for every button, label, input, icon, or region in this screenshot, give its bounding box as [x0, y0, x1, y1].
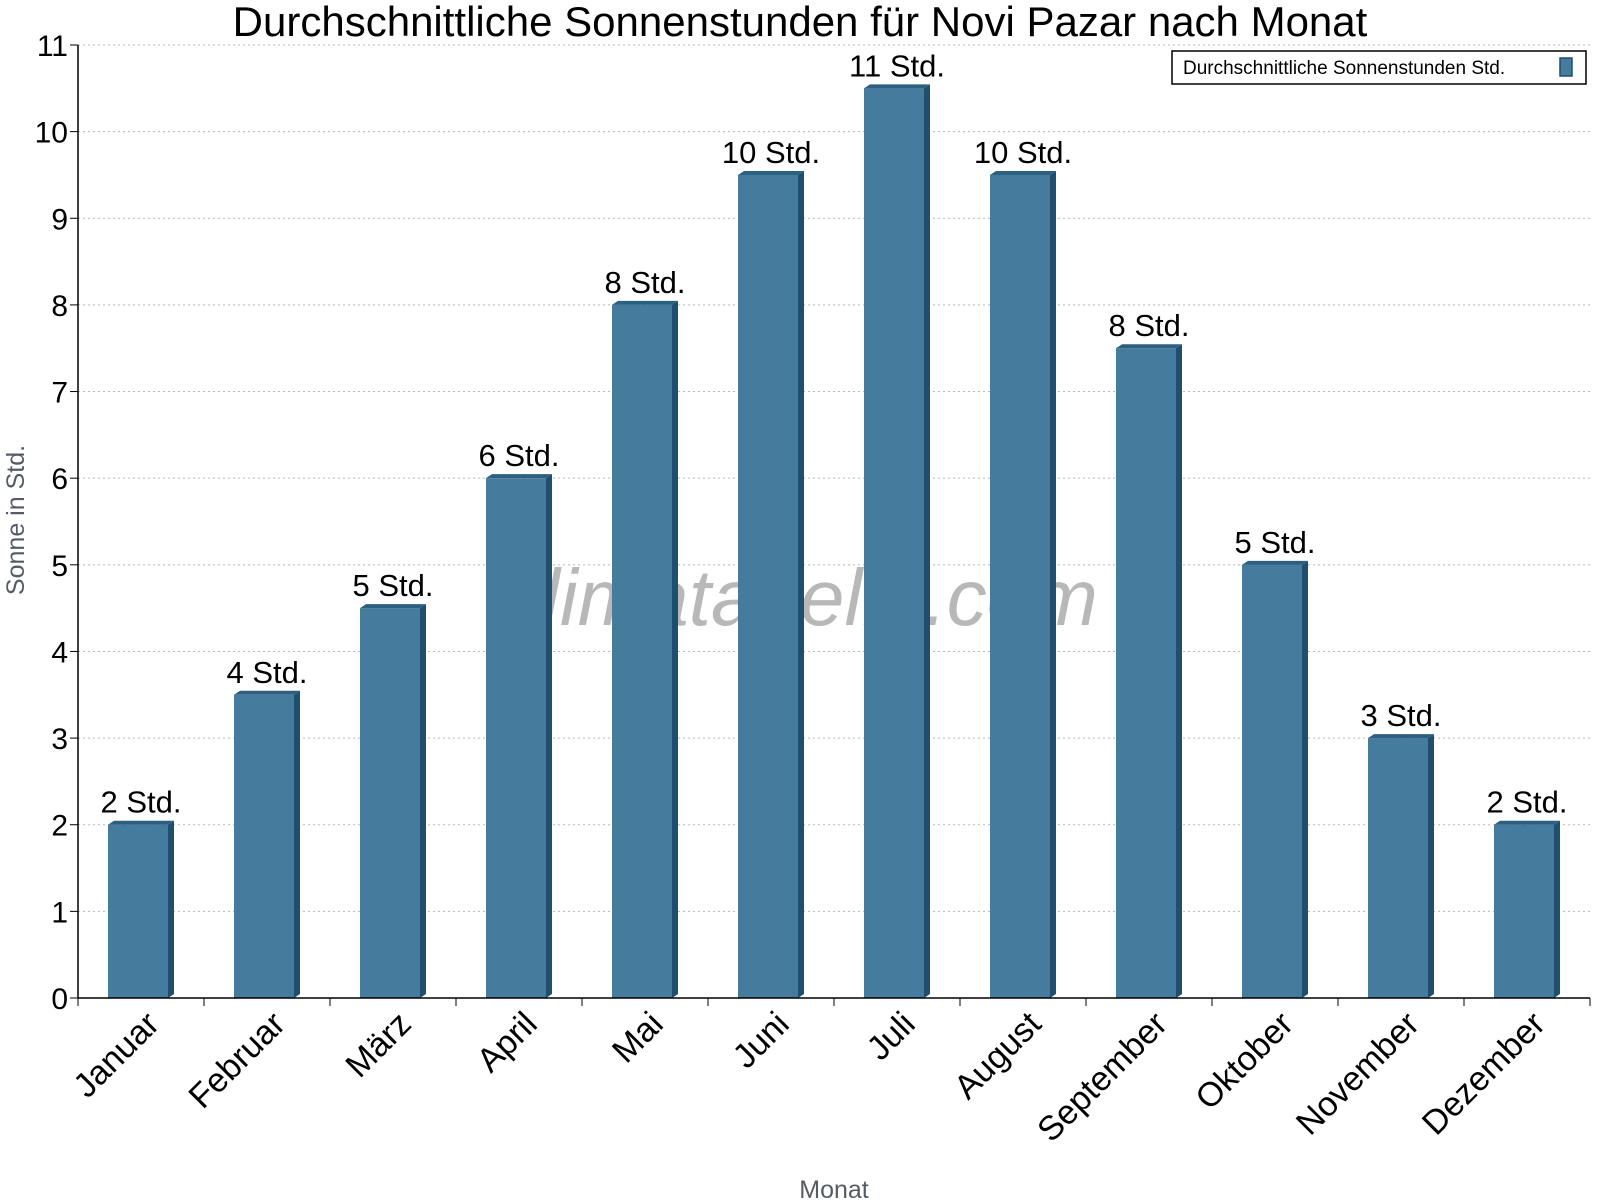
gridlines — [78, 44, 1590, 912]
bar-juli — [864, 84, 930, 999]
bar-front — [864, 88, 924, 999]
bar-september — [1116, 344, 1182, 998]
bar-front — [990, 174, 1050, 999]
y-tick-label: 4 — [51, 636, 68, 669]
bar-top — [1494, 820, 1560, 825]
legend: Durchschnittliche Sonnenstunden Std. — [1171, 50, 1587, 85]
x-tick-label: Januar — [66, 1005, 166, 1105]
chart-title: Durchschnittliche Sonnenstunden für Novi… — [233, 0, 1368, 45]
bar-top — [234, 690, 300, 695]
x-tick-label: Juni — [726, 1005, 797, 1076]
x-tick-label: Mai — [605, 1005, 671, 1071]
x-tick-label: April — [470, 1005, 545, 1080]
y-tick-label: 9 — [51, 203, 68, 236]
bar-top — [1368, 734, 1434, 739]
legend-swatch — [1559, 57, 1573, 77]
data-label: 2 Std. — [1487, 785, 1568, 820]
y-tick-label: 3 — [51, 723, 68, 756]
data-label: 5 Std. — [353, 568, 434, 603]
bar-april — [486, 474, 552, 998]
y-tick-label: 1 — [51, 896, 68, 929]
data-labels: 2 Std. 4 Std. 5 Std. 6 Std. 8 Std. 10 Std. 11 … — [101, 48, 1568, 819]
y-tick-label: 7 — [51, 377, 68, 410]
y-tick-label: 8 — [51, 290, 68, 323]
bar-front — [234, 694, 294, 998]
bar-top — [108, 820, 174, 825]
bar-front — [1494, 824, 1554, 998]
bar-front — [108, 824, 168, 998]
bar-februar — [234, 690, 300, 998]
data-label: 3 Std. — [1361, 698, 1442, 733]
bar-januar — [108, 820, 174, 998]
x-tick-label: Juli — [860, 1005, 923, 1068]
x-tick-label: September — [1030, 1005, 1174, 1149]
y-axis-label: Sonne in Std. — [2, 445, 30, 595]
x-tick-label: Oktober — [1188, 1005, 1300, 1117]
y-tick-labels: 0 1 2 3 4 5 6 7 8 9 10 11 — [35, 30, 68, 1016]
bar-side — [1428, 734, 1434, 998]
bar-side — [546, 474, 552, 998]
bar-front — [1116, 348, 1176, 998]
bar-top — [864, 84, 930, 89]
data-label: 8 Std. — [605, 265, 686, 300]
bar-side — [924, 84, 930, 999]
bar-front — [486, 478, 546, 998]
bar-front — [738, 174, 798, 999]
bar-side — [1176, 344, 1182, 998]
bar-top — [990, 170, 1056, 175]
bar-side — [798, 170, 804, 999]
bar-dezember — [1494, 820, 1560, 998]
bar-top — [612, 300, 678, 305]
bars — [108, 84, 1560, 999]
y-tick-label: 2 — [51, 810, 68, 843]
x-tick-label: August — [947, 1004, 1049, 1106]
bar-top — [486, 474, 552, 479]
bar-november — [1368, 734, 1434, 998]
data-label: 10 Std. — [974, 135, 1072, 170]
legend-box — [1171, 50, 1587, 85]
bar-side — [1302, 560, 1308, 998]
bar-top — [1242, 560, 1308, 565]
bar-front — [612, 304, 672, 999]
bar-oktober — [1242, 560, 1308, 998]
data-label: 10 Std. — [722, 135, 820, 170]
data-label: 11 Std. — [849, 48, 945, 83]
y-tick-label: 10 — [35, 117, 68, 150]
bar-top — [1116, 344, 1182, 349]
bar-side — [294, 690, 300, 998]
bar-side — [1554, 820, 1560, 998]
data-label: 6 Std. — [479, 438, 560, 473]
bar-side — [672, 300, 678, 999]
bar-mai — [612, 300, 678, 999]
data-label: 8 Std. — [1109, 308, 1190, 343]
y-tick-label: 11 — [37, 30, 68, 63]
x-axis-label: Monat — [799, 1176, 869, 1200]
x-tick-label: Dezember — [1415, 1005, 1553, 1143]
y-tick-label: 5 — [51, 550, 68, 583]
x-tick-labels: Januar Februar März April Mai Juni Juli AugustS… — [66, 1004, 1552, 1149]
legend-entry-label: Durchschnittliche Sonnenstunden Std. — [1183, 58, 1505, 79]
bar-top — [738, 170, 804, 175]
bar-side — [420, 604, 426, 998]
axes — [70, 44, 1591, 1006]
x-tick-label: März — [338, 1005, 418, 1085]
bar-märz — [360, 604, 426, 998]
bar-front — [1242, 564, 1302, 998]
bar-juni — [738, 170, 804, 999]
data-label: 5 Std. — [1235, 525, 1316, 560]
bar-august — [990, 170, 1056, 999]
bar-front — [360, 608, 420, 998]
x-tick-label: Februar — [182, 1005, 293, 1116]
data-label: 2 Std. — [101, 785, 182, 820]
y-tick-label: 0 — [51, 983, 68, 1016]
bar-side — [1050, 170, 1056, 999]
bar-top — [360, 604, 426, 609]
bar-side — [168, 820, 174, 998]
data-label: 4 Std. — [227, 655, 308, 690]
x-tick-label: November — [1289, 1005, 1427, 1143]
y-tick-label: 6 — [51, 463, 68, 496]
bar-front — [1368, 738, 1428, 998]
